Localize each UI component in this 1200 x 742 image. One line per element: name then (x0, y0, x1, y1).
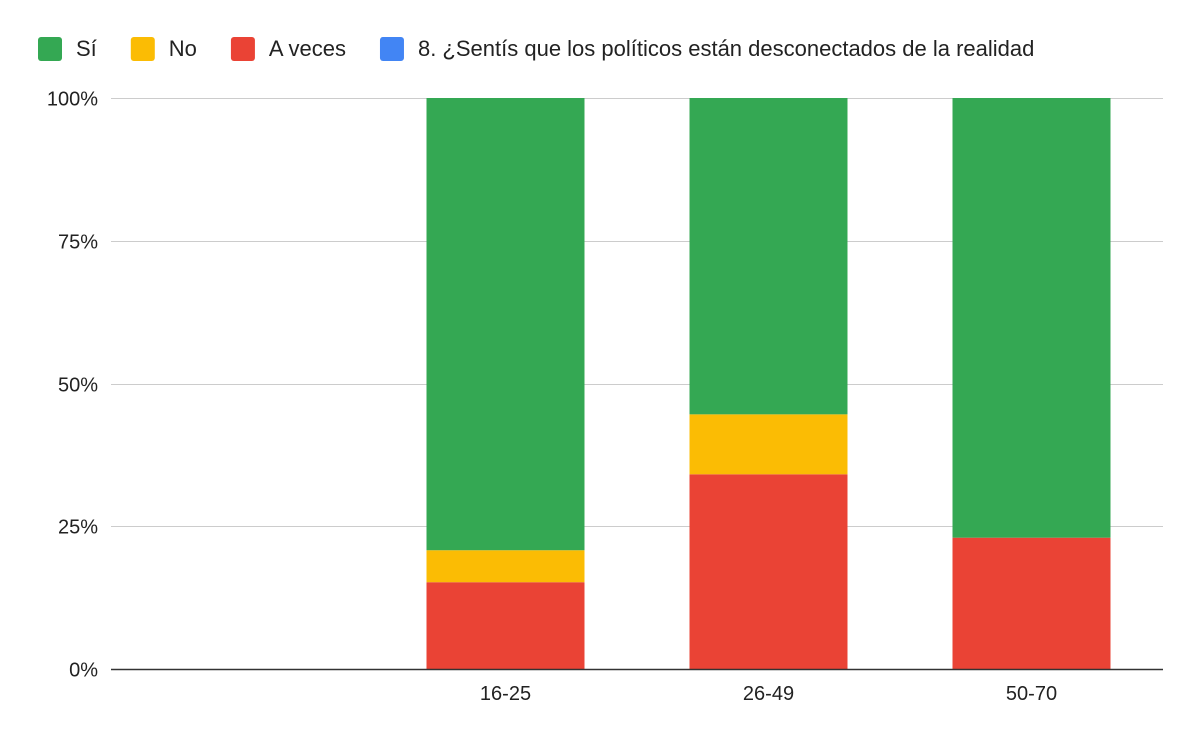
legend-swatch (38, 37, 62, 61)
legend-swatch (130, 37, 155, 61)
legend-label: No (169, 36, 197, 61)
y-tick-label: 50% (58, 375, 98, 397)
x-tick-label: 50-70 (1006, 683, 1057, 705)
legend-swatch (379, 37, 404, 61)
bar-segment (689, 98, 848, 415)
legend-label: 8. ¿Sentís que los políticos están desco… (418, 36, 1034, 61)
y-tick-label: 0% (69, 660, 98, 682)
y-tick-label: 100% (47, 89, 98, 111)
legend-label: Sí (76, 36, 97, 61)
y-tick-label: 75% (58, 232, 98, 254)
bar-segment (952, 537, 1111, 669)
legend-item: No (130, 36, 197, 61)
y-tick-label: 25% (58, 517, 98, 539)
bar-segment (426, 98, 585, 551)
chart-bars (426, 98, 1111, 669)
legend-item: A veces (230, 36, 346, 61)
bar-segment (426, 550, 585, 583)
bar-segment (689, 474, 848, 669)
bar-segment (952, 98, 1111, 538)
legend-label: A veces (269, 36, 346, 61)
legend-item: Sí (38, 36, 97, 61)
x-tick-label: 16-25 (480, 683, 531, 705)
bar-segment (689, 414, 848, 475)
x-tick-label: 26-49 (743, 683, 794, 705)
legend-swatch (230, 37, 255, 61)
chart-legend: Sí No A veces 8. ¿Sentís que los políticos … (38, 36, 1034, 61)
bar-segment (426, 582, 585, 669)
legend-item: 8. ¿Sentís que los políticos están desco… (379, 36, 1034, 61)
chart-axes: 0% 25% 50% 75% 100% 16-25 26-49 50-70 (47, 89, 1163, 705)
